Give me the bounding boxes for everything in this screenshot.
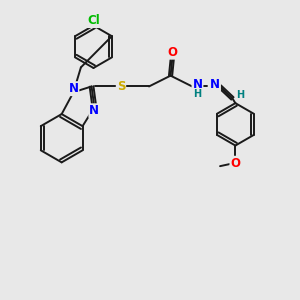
Text: N: N bbox=[89, 104, 99, 117]
Text: S: S bbox=[117, 80, 125, 93]
Text: O: O bbox=[168, 46, 178, 59]
Text: O: O bbox=[230, 157, 240, 170]
Text: H: H bbox=[194, 89, 202, 99]
Text: Cl: Cl bbox=[87, 14, 100, 27]
Text: N: N bbox=[68, 82, 78, 95]
Text: N: N bbox=[210, 78, 220, 91]
Text: H: H bbox=[237, 90, 245, 100]
Text: N: N bbox=[193, 78, 202, 91]
